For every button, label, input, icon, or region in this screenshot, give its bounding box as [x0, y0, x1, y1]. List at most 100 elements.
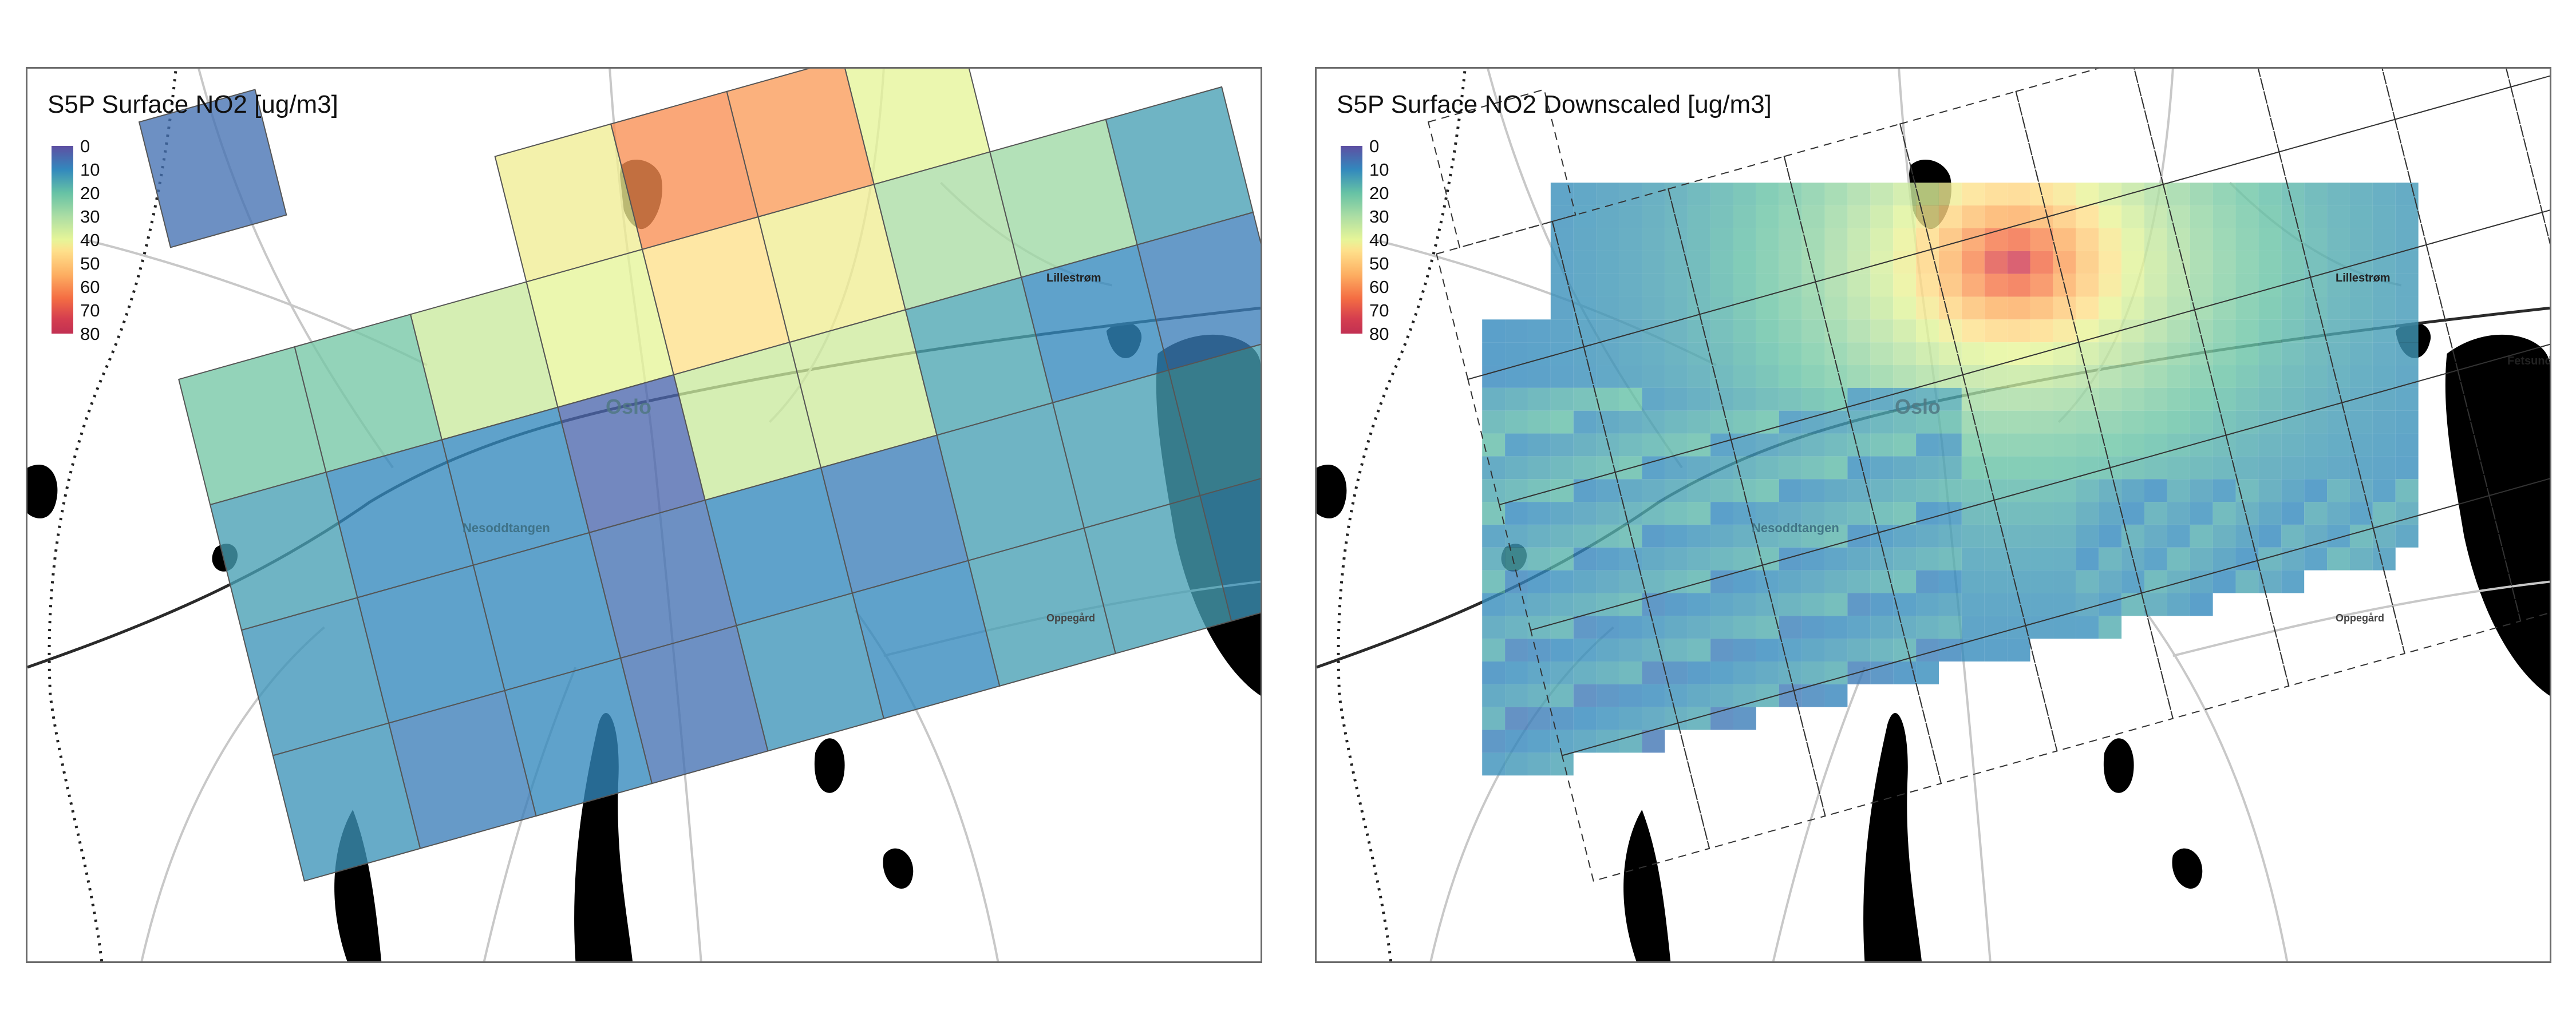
no2-fine-cell [2121, 433, 2144, 457]
no2-fine-cell [1596, 251, 1619, 274]
no2-fine-cell [2099, 274, 2122, 297]
no2-fine-cell [1824, 502, 1848, 525]
no2-fine-cell [1801, 228, 1825, 251]
no2-fine-cell [1573, 274, 1597, 297]
no2-fine-cell [1938, 524, 1962, 548]
no2-fine-cell [1550, 661, 1574, 684]
no2-cell [1136, 211, 1261, 371]
original-pixel-outline [2134, 69, 2280, 185]
no2-fine-cell [2349, 205, 2373, 228]
no2-fine-cell [1550, 410, 1574, 434]
no2-fine-cell [1779, 387, 1802, 411]
no2-fine-cell [1505, 616, 1528, 639]
no2-fine-cell [1665, 228, 1688, 251]
no2-fine-cell [1619, 296, 1642, 320]
no2-fine-cell [2190, 205, 2213, 228]
no2-fine-cell [1573, 524, 1597, 548]
no2-fine-cell [2167, 524, 2190, 548]
original-pixel-outline [2381, 69, 2512, 120]
no2-fine-cell [2099, 365, 2122, 388]
no2-fine-cell [2395, 456, 2419, 480]
no2-fine-cell [1550, 479, 1574, 502]
no2-fine-cell [1733, 479, 1756, 502]
legend-tick-label: 20 [1369, 183, 1389, 203]
no2-fine-cell [1550, 365, 1574, 388]
no2-fine-cell [2395, 433, 2419, 457]
no2-fine-cell [2304, 319, 2328, 343]
no2-fine-cell [2281, 274, 2305, 297]
road [2143, 609, 2289, 961]
no2-fine-cell [2076, 205, 2099, 228]
no2-fine-cell [1642, 183, 1665, 206]
no2-fine-cell [1688, 251, 1711, 274]
no2-fine-cell [1665, 296, 1688, 320]
no2-fine-cell [1482, 593, 1506, 616]
no2-fine-cell [2235, 410, 2259, 434]
no2-fine-cell [2372, 433, 2396, 457]
no2-fine-cell [2258, 479, 2282, 502]
no2-fine-cell [1688, 593, 1711, 616]
no2-fine-cell [2258, 319, 2282, 343]
no2-fine-cell [1596, 502, 1619, 525]
legend-tick-label: 30 [1369, 207, 1389, 227]
no2-fine-cell [1961, 524, 1985, 548]
no2-fine-cell [1847, 365, 1871, 388]
no2-fine-cell [1756, 479, 1779, 502]
no2-fine-cell [2395, 251, 2419, 274]
no2-fine-cell [1573, 502, 1597, 525]
no2-fine-cell [2167, 183, 2190, 206]
no2-fine-cell [2030, 365, 2053, 388]
no2-fine-cell [1756, 524, 1779, 548]
no2-fine-cell [2190, 524, 2213, 548]
no2-fine-cell [2030, 570, 2053, 593]
no2-fine-cell [2304, 205, 2328, 228]
no2-fine-cell [1527, 593, 1551, 616]
no2-fine-cell [1824, 342, 1848, 366]
no2-fine-cell [1961, 593, 1985, 616]
no2-fine-cell [1596, 365, 1619, 388]
no2-fine-cell [1505, 479, 1528, 502]
no2-fine-cell [1688, 661, 1711, 684]
no2-fine-cell [2121, 547, 2144, 571]
no2-fine-cell [2167, 479, 2190, 502]
no2-fine-cell [2144, 456, 2167, 480]
no2-fine-cell [1688, 502, 1711, 525]
no2-fine-cell [1916, 342, 1939, 366]
no2-fine-cell [1847, 570, 1871, 593]
no2-fine-cell [1779, 183, 1802, 206]
no2-fine-cell [1482, 752, 1506, 776]
no2-fine-cell [1733, 502, 1756, 525]
no2-fine-cell [1619, 410, 1642, 434]
no2-fine-cell [2212, 251, 2236, 274]
no2-fine-cell [2144, 410, 2167, 434]
no2-fine-cell [1550, 228, 1574, 251]
no2-fine-cell [1573, 616, 1597, 639]
no2-fine-cell [1710, 342, 1733, 366]
no2-fine-cell [2167, 387, 2190, 411]
no2-fine-cell [1619, 319, 1642, 343]
no2-fine-cell [2304, 251, 2328, 274]
no2-fine-cell [1573, 319, 1597, 343]
no2-fine-cell [2327, 365, 2350, 388]
no2-fine-cell [2144, 387, 2167, 411]
no2-fine-cell [1619, 524, 1642, 548]
no2-fine-cell [2212, 183, 2236, 206]
no2-fine-cell [1710, 524, 1733, 548]
no2-fine-cell [1961, 456, 1985, 480]
no2-fine-cell [2167, 456, 2190, 480]
no2-fine-cell [1733, 296, 1756, 320]
no2-fine-cell [1893, 205, 1917, 228]
no2-fine-cell [1619, 274, 1642, 297]
legend-tick-label: 60 [80, 277, 100, 297]
no2-fine-cell [1801, 570, 1825, 593]
no2-fine-cell [2144, 593, 2167, 616]
no2-fine-cell [1779, 228, 1802, 251]
no2-fine-cell [2030, 342, 2053, 366]
original-grid-outline [1427, 69, 2550, 882]
water-body [2445, 334, 2550, 696]
no2-fine-cell [2235, 570, 2259, 593]
no2-fine-cell [2144, 342, 2167, 366]
no2-fine-cell [1961, 183, 1985, 206]
no2-fine-cell [1665, 502, 1688, 525]
no2-fine-cell [1893, 661, 1917, 684]
